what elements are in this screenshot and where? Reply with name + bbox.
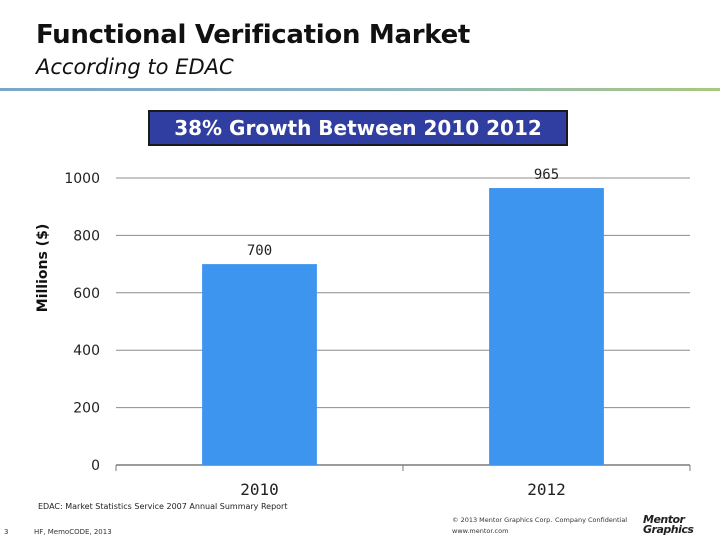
page-number: 3 bbox=[4, 528, 9, 536]
x-category-label: 2010 bbox=[240, 480, 279, 499]
slide-subtitle: According to EDAC bbox=[36, 55, 234, 79]
logo-line-graphics: Graphics bbox=[643, 523, 694, 536]
data-label: 965 bbox=[534, 167, 559, 183]
y-tick-label: 400 bbox=[73, 343, 100, 359]
title-divider bbox=[0, 88, 720, 91]
x-category-label: 2012 bbox=[527, 480, 566, 499]
chart-title-banner: 38% Growth Between 2010 2012 bbox=[148, 110, 568, 146]
y-tick-label: 0 bbox=[91, 458, 100, 474]
y-tick-label: 1000 bbox=[64, 171, 100, 187]
website-text: www.mentor.com bbox=[452, 527, 509, 535]
source-note: EDAC: Market Statistics Service 2007 Ann… bbox=[38, 502, 288, 511]
mentor-graphics-logo: Mentor Graphics bbox=[643, 513, 694, 536]
copyright-text: © 2013 Mentor Graphics Corp. bbox=[452, 516, 553, 524]
bar bbox=[202, 264, 317, 465]
footer-event: HF, MemoCODE, 2013 bbox=[34, 528, 112, 536]
y-tick-label: 200 bbox=[73, 401, 100, 417]
bar bbox=[489, 188, 604, 466]
logo-line-mentor: Mentor bbox=[643, 513, 685, 526]
data-label: 700 bbox=[247, 243, 272, 259]
y-tick-label: 800 bbox=[73, 228, 100, 244]
slide-title: Functional Verification Market bbox=[36, 20, 471, 50]
confidential-text: Company Confidential bbox=[555, 516, 628, 524]
y-tick-label: 600 bbox=[73, 286, 100, 302]
y-axis-title: Millions ($) bbox=[35, 224, 51, 312]
